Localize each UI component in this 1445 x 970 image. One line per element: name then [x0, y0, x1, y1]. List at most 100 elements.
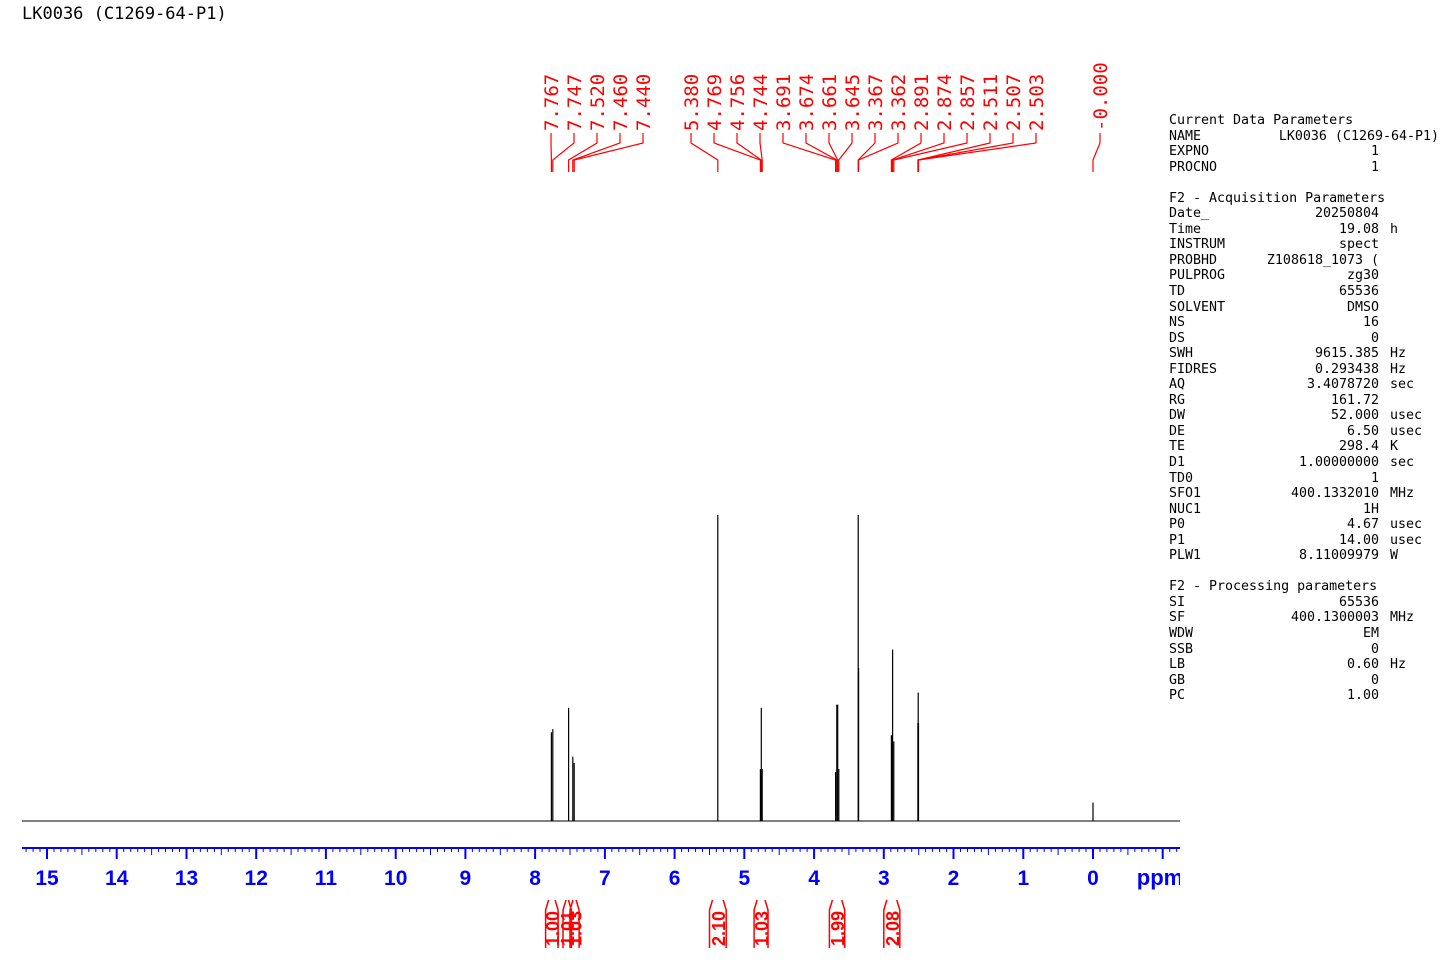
section-title: Current Data Parameters [1169, 113, 1354, 128]
param-row: AQ 3.4078720 sec [1169, 377, 1439, 393]
integral-value: 1.03 [566, 911, 586, 946]
param-key: PULPROG [1169, 268, 1226, 284]
x-tick-label: 13 [175, 867, 198, 890]
param-row: TD0 1 [1169, 471, 1439, 487]
param-row: SOLVENT DMSO [1169, 300, 1439, 316]
x-tick-label: 7 [599, 867, 611, 890]
param-unit: W [1390, 548, 1399, 564]
param-value: 400.1332010 [1290, 486, 1379, 502]
param-value: spect [1338, 237, 1379, 253]
param-key: EXPNO [1169, 144, 1210, 160]
param-row: PROBHD Z108618_1073 ( [1169, 253, 1439, 269]
param-unit: Hz [1390, 361, 1407, 377]
param-unit: usec [1390, 517, 1423, 533]
param-key: PROBHD [1169, 252, 1218, 268]
param-value: 1.00 [1346, 688, 1379, 704]
param-key: RG [1169, 392, 1186, 408]
param-key: Time [1169, 221, 1202, 237]
param-key: INSTRUM [1169, 237, 1226, 253]
param-key: PC [1169, 688, 1186, 704]
param-unit: sec [1390, 454, 1415, 470]
param-value: 9615.385 [1314, 346, 1379, 362]
param-key: DW [1169, 408, 1186, 424]
peak-label: 5.380 [681, 74, 703, 131]
x-tick-label: 8 [529, 867, 541, 890]
x-tick-label: 4 [808, 867, 820, 890]
x-tick-label: 11 [315, 867, 338, 890]
param-row: EXPNO 1 [1169, 144, 1439, 160]
peak-label-connector [857, 133, 899, 172]
peak-label-connector [1092, 133, 1101, 172]
peak-label-connector [917, 133, 1037, 172]
param-row: SFO1 400.1332010 MHz [1169, 486, 1439, 502]
param-key: D1 [1169, 454, 1186, 470]
x-tick-label: 1 [1017, 867, 1029, 890]
param-value: DMSO [1346, 299, 1379, 315]
peak-label: 2.511 [980, 74, 1002, 131]
param-row: NAME LK0036 (C1269-64-P1) [1169, 129, 1439, 145]
param-value: 14.00 [1338, 532, 1379, 548]
param-key: DE [1169, 423, 1186, 439]
param-key: WDW [1169, 625, 1194, 641]
param-row: PLW1 8.11009979 W [1169, 548, 1439, 564]
x-tick-label: 3 [878, 867, 890, 890]
param-key: NUC1 [1169, 501, 1202, 517]
x-tick-label: 10 [384, 867, 407, 890]
peak-label: 4.769 [704, 74, 726, 131]
param-value: 298.4 [1338, 439, 1379, 455]
param-key: SOLVENT [1169, 299, 1226, 315]
peak-label: 3.362 [888, 74, 910, 131]
param-value: 1 [1370, 144, 1379, 160]
peak-label-connector [890, 133, 922, 172]
integral-bracket [567, 899, 573, 948]
integral-value: 1.03 [752, 911, 772, 946]
peak-label: 7.747 [564, 74, 586, 131]
peak-label: 2.503 [1026, 74, 1048, 131]
integral-bracket [764, 899, 769, 948]
peak-label: 2.891 [911, 74, 933, 131]
param-key: Date_ [1169, 206, 1210, 222]
param-key: NAME [1169, 128, 1202, 144]
integral-bracket [828, 899, 834, 948]
param-key: SWH [1169, 346, 1194, 362]
param-row: Time 19.08 h [1169, 222, 1439, 238]
integral-bracket [544, 899, 550, 948]
peak-label: -0.000 [1090, 62, 1112, 131]
integral-value: 1.01 [558, 911, 578, 946]
param-value: zg30 [1346, 268, 1379, 284]
param-row: DE 6.50 usec [1169, 424, 1439, 440]
peak-label: 3.674 [796, 74, 818, 131]
param-key: TD [1169, 283, 1186, 299]
integral-bracket [840, 899, 846, 948]
param-unit: usec [1390, 408, 1423, 424]
param-value: 0.60 [1346, 657, 1379, 673]
param-row: GB 0 [1169, 673, 1439, 689]
x-tick-label: 14 [105, 867, 129, 890]
param-key: SF [1169, 610, 1186, 626]
param-unit: MHz [1390, 486, 1415, 502]
peak-label: 7.440 [633, 74, 655, 131]
param-row: SI 65536 [1169, 595, 1439, 611]
param-value: 3.4078720 [1306, 377, 1379, 393]
peak-label-connector [552, 133, 575, 172]
param-unit: Hz [1390, 657, 1407, 673]
param-row: NUC1 1H [1169, 502, 1439, 518]
integral-bracket [708, 899, 714, 948]
processing-parameters: F2 - Processing parameters SI 65536 SF 400.… [1169, 579, 1439, 703]
param-key: FIDRES [1169, 361, 1218, 377]
param-value: 52.000 [1330, 408, 1379, 424]
param-value: 0.293438 [1314, 361, 1379, 377]
spectrum-title: LK0036 (C1269-64-P1) [22, 4, 227, 24]
integral-bracket [896, 899, 901, 948]
peak-label-connector [759, 133, 763, 172]
param-row: NS 16 [1169, 315, 1439, 331]
nmr-spectrum-chart: 7.767 7.747 7.520 7.460 7.440 5.380 4.769 4.756… [22, 62, 1180, 948]
peak-label: 3.367 [865, 74, 887, 131]
param-value: 0 [1370, 672, 1379, 688]
integral-value: 2.10 [709, 911, 729, 946]
param-key: TD0 [1169, 470, 1194, 486]
param-value: EM [1362, 625, 1379, 641]
peak-label-connector [828, 133, 839, 172]
param-row: TE 298.4 K [1169, 439, 1439, 455]
peak-label: 2.874 [934, 74, 956, 131]
